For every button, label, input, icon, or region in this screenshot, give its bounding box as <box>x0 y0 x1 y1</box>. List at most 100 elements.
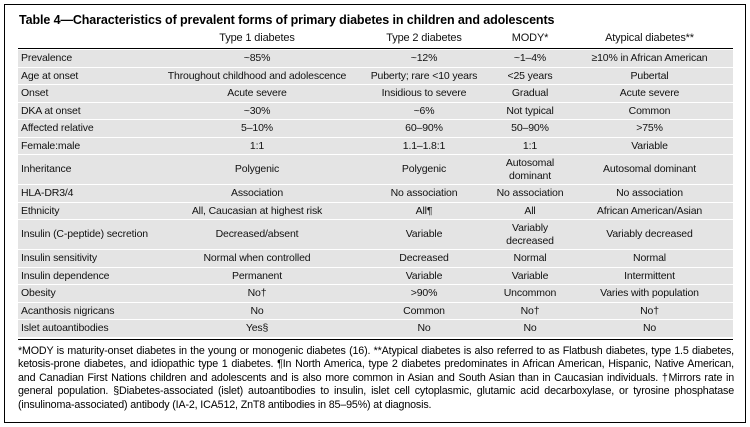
row-label: Obesity <box>18 285 160 302</box>
row-label: Age at onset <box>18 67 160 84</box>
cell: Puberty; rare <10 years <box>354 67 494 84</box>
row-label: Female:male <box>18 137 160 154</box>
table-figure: Table 4—Characteristics of prevalent for… <box>4 4 746 423</box>
row-label: Affected relative <box>18 120 160 137</box>
row-label: Onset <box>18 85 160 102</box>
cell: Pubertal <box>566 67 733 84</box>
cell: Association <box>160 185 354 202</box>
table-row: Insulin dependence Permanent Variable Va… <box>18 267 733 284</box>
table-row: Affected relative 5–10% 60–90% 50–90% >7… <box>18 120 733 137</box>
cell: No <box>494 320 566 337</box>
cell: Variably decreased <box>494 220 566 249</box>
cell: <25 years <box>494 67 566 84</box>
row-label: Ethnicity <box>18 202 160 219</box>
cell: All¶ <box>354 202 494 219</box>
row-label: Islet autoantibodies <box>18 320 160 337</box>
row-label: Insulin sensitivity <box>18 250 160 267</box>
cell: Polygenic <box>160 155 354 184</box>
cell: 1:1 <box>494 137 566 154</box>
table-row: Obesity No† >90% Uncommon Varies with po… <box>18 285 733 302</box>
table-row: Acanthosis nigricans No Common No† No† <box>18 302 733 319</box>
cell: All, Caucasian at highest risk <box>160 202 354 219</box>
cell: >90% <box>354 285 494 302</box>
table-row: Islet autoantibodies Yes§ No No No <box>18 320 733 337</box>
cell: Decreased <box>354 250 494 267</box>
cell: Common <box>354 302 494 319</box>
cell: ~1–4% <box>494 50 566 67</box>
cell: Acute severe <box>566 85 733 102</box>
cell: Not typical <box>494 102 566 119</box>
cell: ~85% <box>160 50 354 67</box>
header-row: Type 1 diabetes Type 2 diabetes MODY* At… <box>18 30 733 49</box>
cell: Variable <box>354 267 494 284</box>
cell: African American/Asian <box>566 202 733 219</box>
table-row: Inheritance Polygenic Polygenic Autosoma… <box>18 155 733 184</box>
row-label: Prevalence <box>18 50 160 67</box>
column-header-mody: MODY* <box>494 30 566 49</box>
cell: 60–90% <box>354 120 494 137</box>
table-body: Prevalence ~85% ~12% ~1–4% ≥10% in Afric… <box>18 50 733 337</box>
cell: Polygenic <box>354 155 494 184</box>
cell: 1.1–1.8:1 <box>354 137 494 154</box>
row-label: DKA at onset <box>18 102 160 119</box>
cell: ~30% <box>160 102 354 119</box>
cell: Gradual <box>494 85 566 102</box>
cell: No association <box>566 185 733 202</box>
row-label: Inheritance <box>18 155 160 184</box>
cell: 50–90% <box>494 120 566 137</box>
column-header-blank <box>18 30 160 49</box>
cell: Yes§ <box>160 320 354 337</box>
cell: Common <box>566 102 733 119</box>
cell: No† <box>494 302 566 319</box>
row-label: Insulin (C-peptide) secretion <box>18 220 160 249</box>
cell: Autosomal dominant <box>494 155 566 184</box>
cell: No association <box>354 185 494 202</box>
table-row: HLA-DR3/4 Association No association No … <box>18 185 733 202</box>
cell: Normal <box>566 250 733 267</box>
table-row: Insulin sensitivity Normal when controll… <box>18 250 733 267</box>
figure-content: Table 4—Characteristics of prevalent for… <box>5 5 745 412</box>
table-row: Prevalence ~85% ~12% ~1–4% ≥10% in Afric… <box>18 50 733 67</box>
cell: >75% <box>566 120 733 137</box>
cell: Throughout childhood and adolescence <box>160 67 354 84</box>
table-row: Insulin (C-peptide) secretion Decreased/… <box>18 220 733 249</box>
cell: Insidious to severe <box>354 85 494 102</box>
table-row: DKA at onset ~30% ~6% Not typical Common <box>18 102 733 119</box>
cell: ≥10% in African American <box>566 50 733 67</box>
cell: Normal <box>494 250 566 267</box>
row-label: Acanthosis nigricans <box>18 302 160 319</box>
table-footnote: *MODY is maturity-onset diabetes in the … <box>18 344 734 411</box>
cell: Permanent <box>160 267 354 284</box>
cell: Variable <box>494 267 566 284</box>
row-label: HLA-DR3/4 <box>18 185 160 202</box>
table-header: Type 1 diabetes Type 2 diabetes MODY* At… <box>18 30 733 49</box>
cell: Intermittent <box>566 267 733 284</box>
cell: Variable <box>354 220 494 249</box>
column-header-type1: Type 1 diabetes <box>160 30 354 49</box>
column-header-atypical: Atypical diabetes** <box>566 30 733 49</box>
table-row: Ethnicity All, Caucasian at highest risk… <box>18 202 733 219</box>
cell: Variable <box>566 137 733 154</box>
cell: Uncommon <box>494 285 566 302</box>
cell: Normal when controlled <box>160 250 354 267</box>
cell: ~12% <box>354 50 494 67</box>
cell: Varies with population <box>566 285 733 302</box>
cell: No association <box>494 185 566 202</box>
cell: Autosomal dominant <box>566 155 733 184</box>
cell: No† <box>160 285 354 302</box>
cell: Decreased/absent <box>160 220 354 249</box>
table-row: Female:male 1:1 1.1–1.8:1 1:1 Variable <box>18 137 733 154</box>
cell: 5–10% <box>160 120 354 137</box>
cell: ~6% <box>354 102 494 119</box>
cell: All <box>494 202 566 219</box>
cell: Variably decreased <box>566 220 733 249</box>
table-title: Table 4—Characteristics of prevalent for… <box>19 13 555 27</box>
table-row: Onset Acute severe Insidious to severe G… <box>18 85 733 102</box>
cell: Acute severe <box>160 85 354 102</box>
row-label: Insulin dependence <box>18 267 160 284</box>
column-header-type2: Type 2 diabetes <box>354 30 494 49</box>
cell: No <box>354 320 494 337</box>
cell: 1:1 <box>160 137 354 154</box>
cell: No <box>566 320 733 337</box>
diabetes-characteristics-table: Type 1 diabetes Type 2 diabetes MODY* At… <box>18 29 733 338</box>
